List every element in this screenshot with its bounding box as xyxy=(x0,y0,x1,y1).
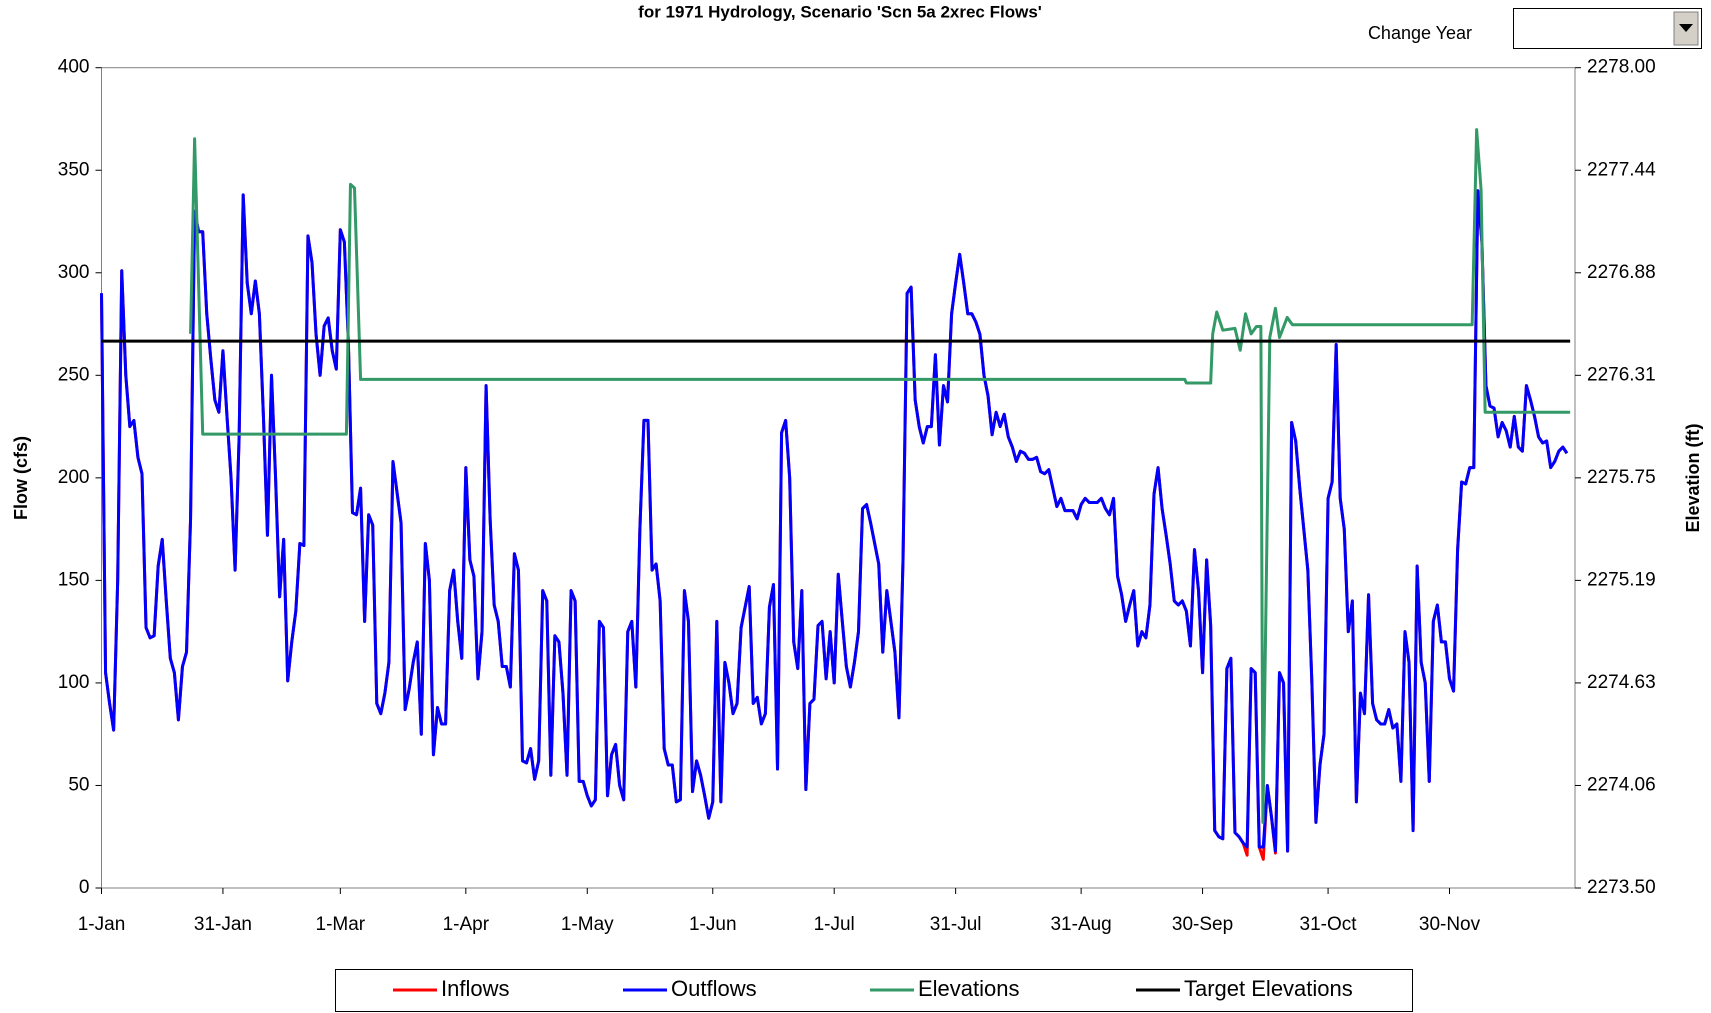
legend-label: Target Elevations xyxy=(1184,976,1353,1001)
y-tick-label: 100 xyxy=(58,672,90,693)
x-tick-label: 1-May xyxy=(561,914,614,935)
x-tick-label: 30-Nov xyxy=(1419,914,1481,935)
chart-title: for 1971 Hydrology, Scenario 'Scn 5a 2xr… xyxy=(638,2,1042,21)
x-tick-label: 1-Jan xyxy=(78,914,126,935)
legend-label: Inflows xyxy=(441,976,509,1001)
x-tick-label: 1-Jul xyxy=(814,914,855,935)
x-tick-label: 1-Mar xyxy=(316,914,366,935)
y-axis-title: Flow (cfs) xyxy=(11,436,31,520)
y2-tick-label: 2276.88 xyxy=(1587,262,1656,283)
y-tick-label: 150 xyxy=(58,569,90,590)
x-tick-label: 31-Aug xyxy=(1050,914,1111,935)
dropdown-box[interactable] xyxy=(1513,8,1702,49)
y-tick-label: 250 xyxy=(58,364,90,385)
dropdown-arrow xyxy=(1679,24,1693,32)
y2-tick-label: 2273.50 xyxy=(1587,877,1656,898)
change-year-label: Change Year xyxy=(1368,23,1472,43)
y-tick-label: 300 xyxy=(58,262,90,283)
y2-tick-label: 2276.31 xyxy=(1587,364,1656,385)
y-tick-label: 400 xyxy=(58,57,90,78)
year-dropdown[interactable] xyxy=(1513,8,1702,49)
y-tick-label: 350 xyxy=(58,159,90,180)
x-tick-label: 1-Apr xyxy=(443,914,490,935)
series-line xyxy=(100,189,1569,853)
x-tick-label: 31-Oct xyxy=(1300,914,1358,935)
x-tick-label: 31-Jan xyxy=(194,914,252,935)
y2-tick-label: 2274.63 xyxy=(1587,672,1656,693)
y2-tick-label: 2274.06 xyxy=(1587,774,1656,795)
y2-tick-label: 2275.75 xyxy=(1587,467,1656,488)
y2-tick-label: 2278.00 xyxy=(1587,57,1656,78)
y-tick-label: 0 xyxy=(79,877,90,898)
legend-label: Outflows xyxy=(671,976,757,1001)
y-tick-label: 50 xyxy=(68,774,89,795)
y-tick-label: 200 xyxy=(58,467,90,488)
y2-tick-label: 2277.44 xyxy=(1587,159,1656,180)
series-line xyxy=(189,128,1571,824)
y2-tick-label: 2275.19 xyxy=(1587,569,1656,590)
y2-axis-title: Elevation (ft) xyxy=(1683,423,1703,532)
legend-label: Elevations xyxy=(918,976,1020,1001)
x-tick-label: 30-Sep xyxy=(1172,914,1233,935)
x-tick-label: 31-Jul xyxy=(930,914,982,935)
x-tick-label: 1-Jun xyxy=(689,914,737,935)
